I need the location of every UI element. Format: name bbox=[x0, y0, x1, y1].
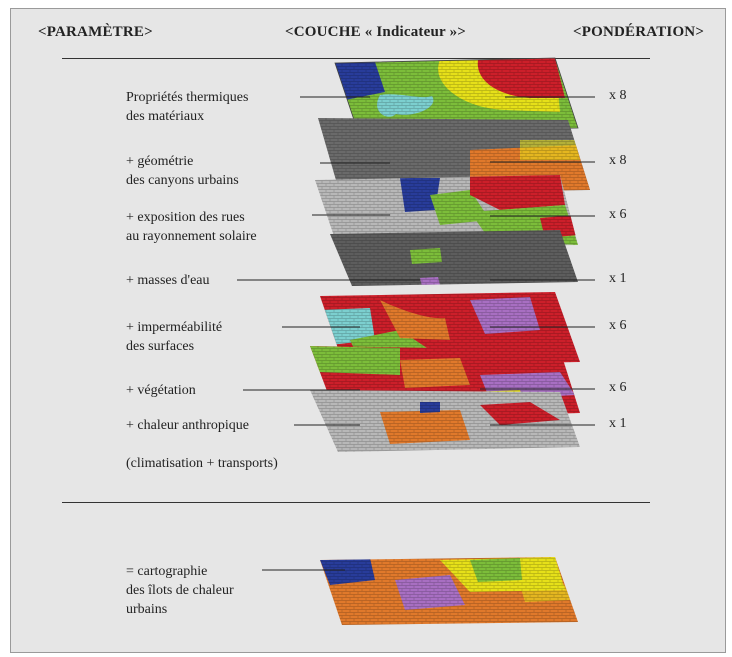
result-label: = cartographie des îlots de chaleur urba… bbox=[126, 562, 234, 619]
param-canyon-geometry: + géométrie des canyons urbains bbox=[126, 152, 239, 190]
param-solar-exposure: + exposition des rues au rayonnement sol… bbox=[126, 208, 257, 246]
weight-water-bodies: x 1 bbox=[609, 271, 627, 287]
weight-anthropogenic-heat: x 1 bbox=[609, 416, 627, 432]
weight-impermeability: x 6 bbox=[609, 318, 627, 334]
param-water-bodies: + masses d'eau bbox=[126, 271, 210, 290]
param-impermeability: + imperméabilité des surfaces bbox=[126, 318, 222, 356]
param-note: (climatisation + transports) bbox=[126, 454, 278, 473]
layer-water-bodies bbox=[300, 225, 600, 295]
param-anthropogenic-heat: + chaleur anthropique bbox=[126, 416, 249, 435]
weight-canyon-geometry: x 8 bbox=[609, 153, 627, 169]
weight-solar-exposure: x 6 bbox=[609, 207, 627, 223]
weight-thermal-properties: x 8 bbox=[609, 88, 627, 104]
param-thermal-properties: Propriétés thermiques des matériaux bbox=[126, 88, 248, 126]
param-vegetation: + végétation bbox=[126, 381, 196, 400]
layer-result-heat-island-map bbox=[300, 550, 600, 635]
weight-vegetation: x 6 bbox=[609, 380, 627, 396]
layer-anthropogenic-heat bbox=[300, 385, 600, 460]
